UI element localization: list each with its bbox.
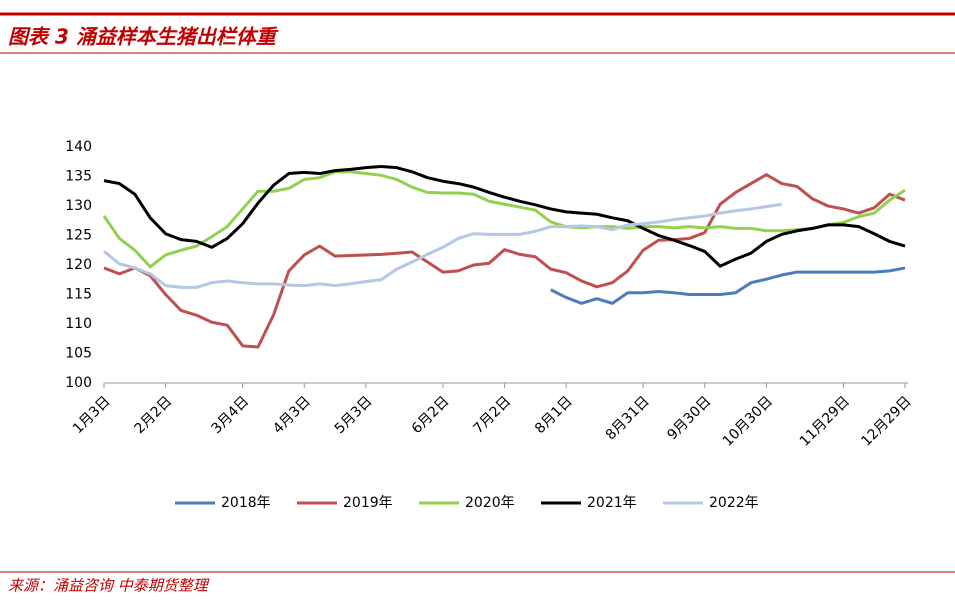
x-tick-label: 7月2日 <box>470 393 514 437</box>
legend-label: 2020年 <box>465 495 515 511</box>
series-line <box>550 266 906 305</box>
x-tick-label: 11月29日 <box>797 393 853 449</box>
x-tick-label: 6月2日 <box>409 393 453 437</box>
y-tick-label: 110 <box>65 316 92 332</box>
y-tick-label: 130 <box>65 198 92 214</box>
x-tick-label: 5月3日 <box>332 393 376 437</box>
legend-label: 2022年 <box>709 495 759 511</box>
x-tick-label: 8月1日 <box>532 393 576 437</box>
y-tick-label: 125 <box>65 228 92 244</box>
y-tick-label: 115 <box>65 287 92 303</box>
legend-label: 2018年 <box>221 495 271 511</box>
x-tick-label: 3月4日 <box>209 393 253 437</box>
legend-label: 2019年 <box>343 495 393 511</box>
series-line <box>102 170 906 269</box>
legend-label: 2021年 <box>587 495 637 511</box>
y-tick-label: 105 <box>65 346 92 362</box>
x-tick-label: 8月31日 <box>603 393 653 443</box>
y-tick-label: 140 <box>65 139 92 155</box>
x-tick-label: 9月30日 <box>664 393 714 443</box>
source: 来源：涌益咨询 中泰期货整理 <box>8 577 210 595</box>
x-tick-label: 4月3日 <box>270 393 314 437</box>
chart-title: 图表 3 涌益样本生猪出栏体重 <box>8 25 279 49</box>
series-line <box>103 173 906 349</box>
y-tick-label: 120 <box>65 257 92 273</box>
x-tick-label: 12月29日 <box>858 393 914 449</box>
series-line <box>103 202 782 289</box>
x-tick-label: 10月30日 <box>720 393 776 449</box>
series-line <box>103 164 906 268</box>
x-tick-label: 1月3日 <box>70 393 114 437</box>
y-tick-label: 100 <box>65 375 92 391</box>
y-tick-label: 135 <box>65 169 92 185</box>
x-tick-label: 2月2日 <box>132 393 176 437</box>
